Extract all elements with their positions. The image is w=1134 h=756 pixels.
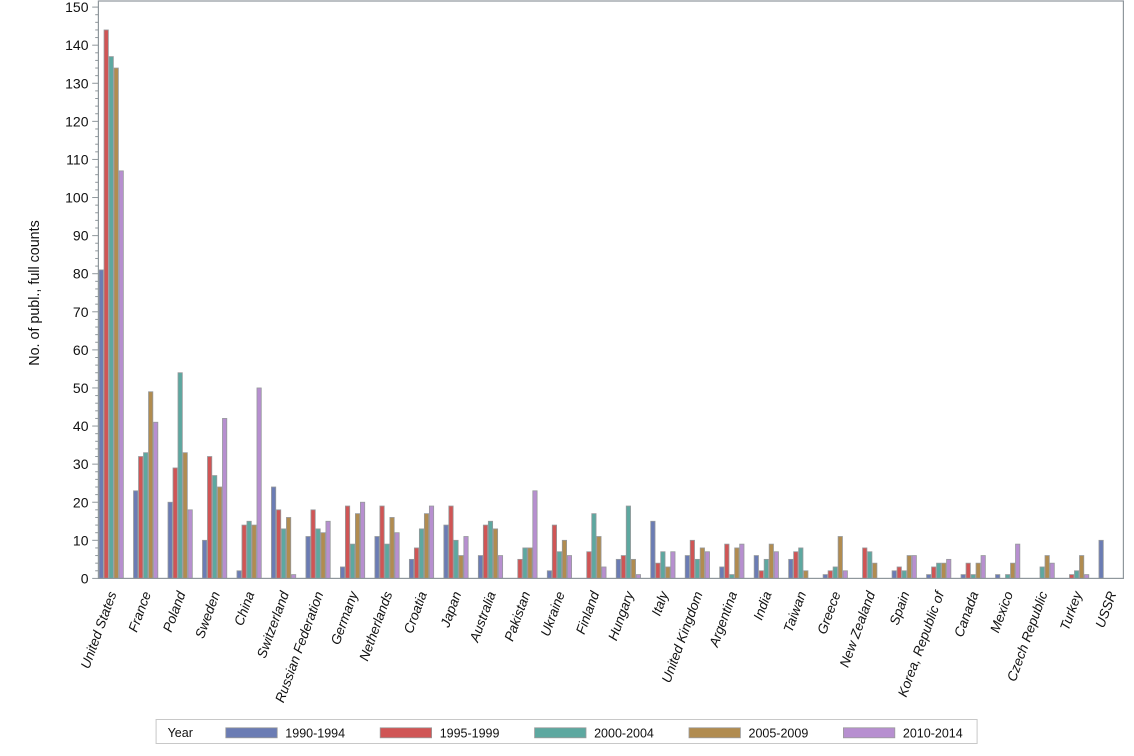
svg-text:40: 40	[73, 418, 89, 434]
svg-text:30: 30	[73, 456, 89, 472]
svg-text:140: 140	[65, 37, 89, 53]
svg-text:1990-1994: 1990-1994	[285, 726, 345, 740]
svg-text:0: 0	[81, 570, 89, 586]
svg-text:No. of publ., full counts: No. of publ., full counts	[27, 220, 43, 365]
svg-text:150: 150	[65, 0, 89, 15]
svg-text:70: 70	[73, 304, 89, 320]
svg-text:20: 20	[73, 494, 89, 510]
svg-text:50: 50	[73, 380, 89, 396]
svg-text:120: 120	[65, 113, 89, 129]
svg-text:90: 90	[73, 228, 89, 244]
svg-text:Year: Year	[168, 726, 193, 740]
svg-text:2010-2014: 2010-2014	[903, 726, 963, 740]
svg-text:100: 100	[65, 190, 89, 206]
svg-text:2000-2004: 2000-2004	[594, 726, 654, 740]
svg-text:10: 10	[73, 532, 89, 548]
svg-text:80: 80	[73, 266, 89, 282]
svg-text:1995-1999: 1995-1999	[440, 726, 500, 740]
svg-text:130: 130	[65, 75, 89, 91]
svg-text:2005-2009: 2005-2009	[749, 726, 809, 740]
svg-text:60: 60	[73, 342, 89, 358]
svg-text:110: 110	[66, 151, 89, 167]
